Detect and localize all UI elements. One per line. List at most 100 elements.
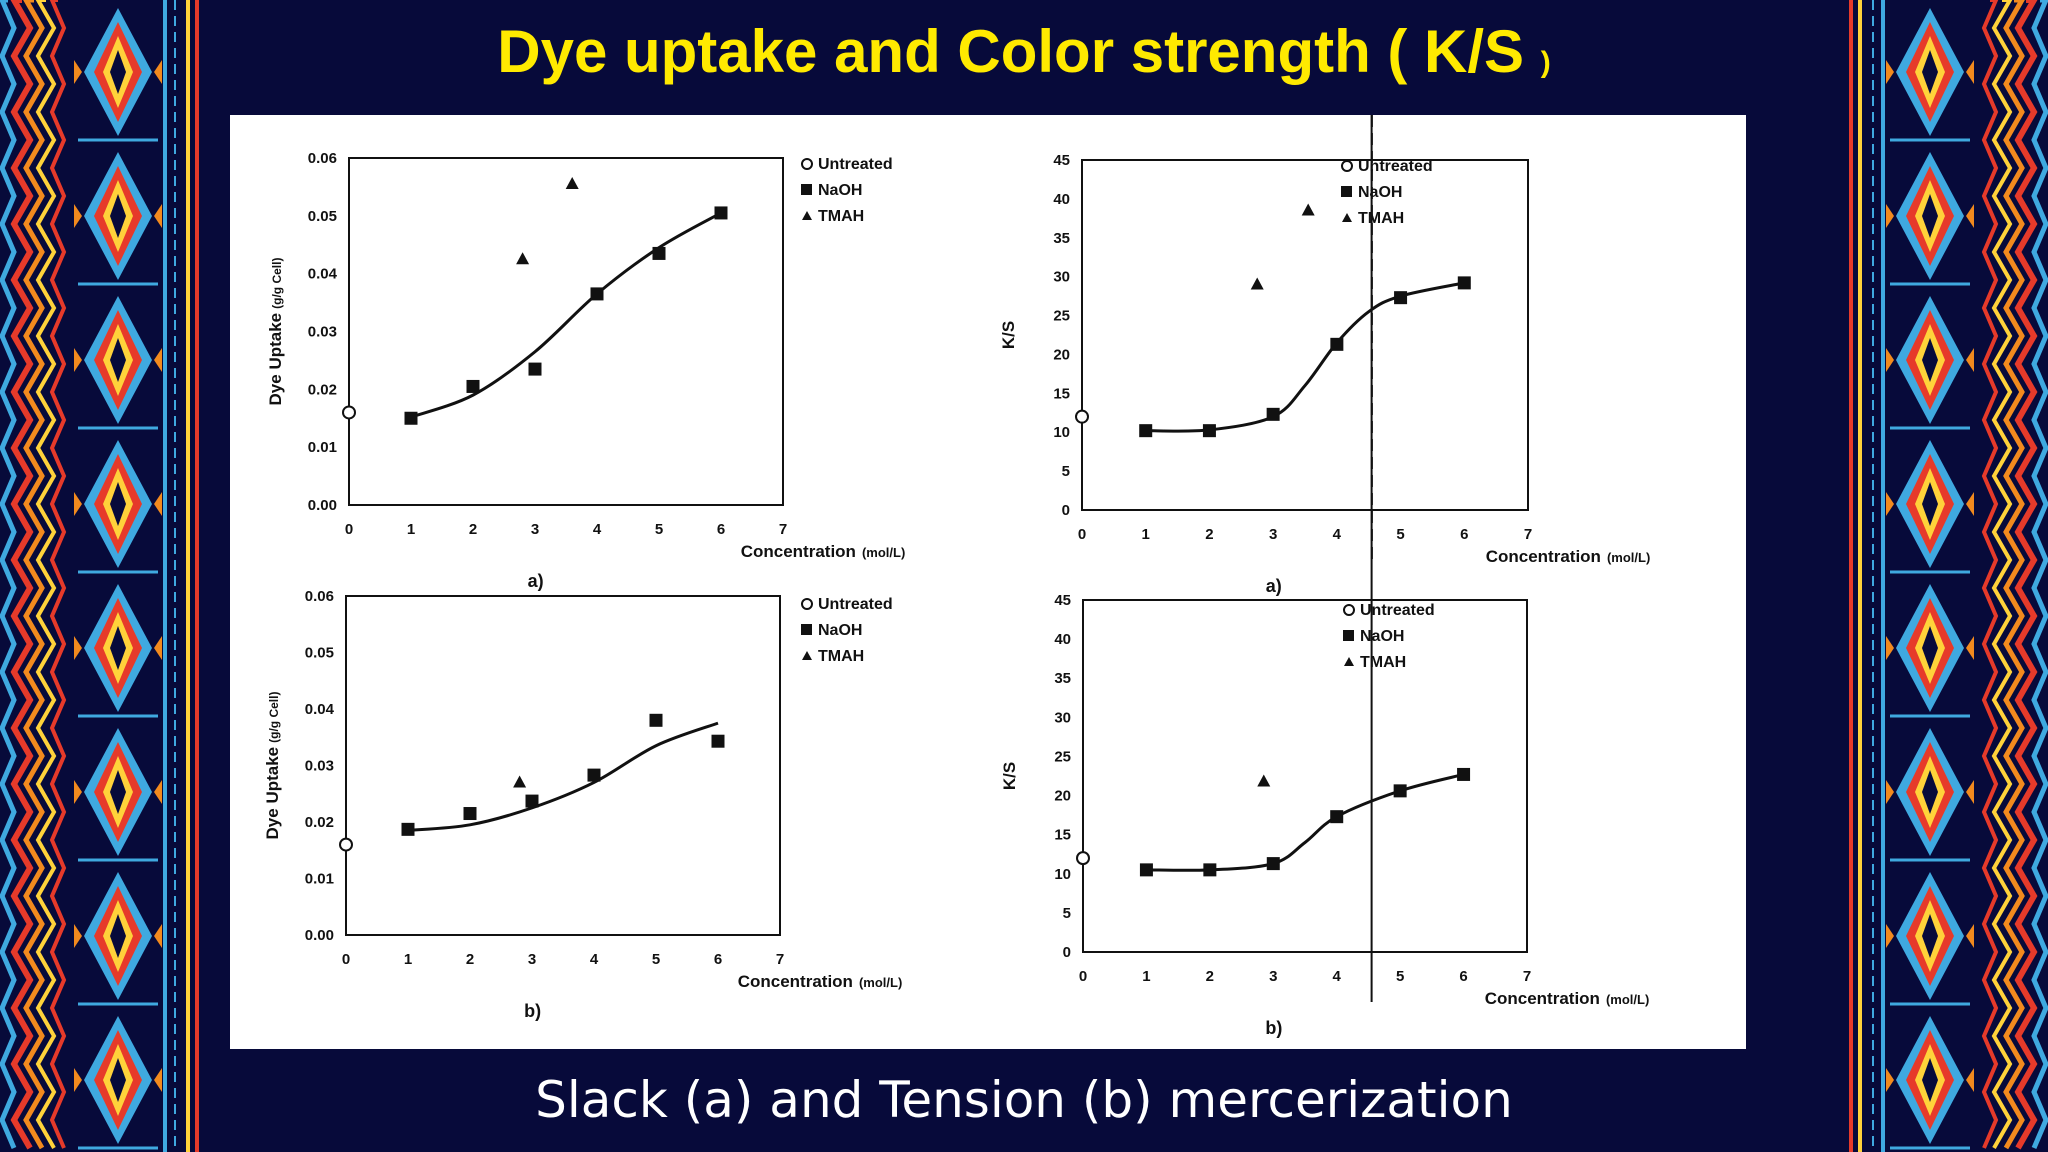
x-axis-unit: (mol/L) xyxy=(862,545,905,560)
y-tick-label: 35 xyxy=(1054,670,1071,687)
slide-title-text: Dye uptake and Color strength ( K/S xyxy=(497,18,1525,85)
fit-curve xyxy=(407,721,719,832)
y-tick-label: 0.03 xyxy=(308,324,337,341)
plot-frame xyxy=(1081,159,1529,511)
x-tick-label: 2 xyxy=(1205,526,1213,543)
legend-label-tmah: TMAH xyxy=(818,648,864,665)
legend-untreated-marker xyxy=(1343,604,1355,616)
chart-1: 0.00 0.01 0.02 0.03 0.04 0.05 0.06 0 1 2 3 4 5 6 7 Dye … xyxy=(266,150,905,591)
naoh-point xyxy=(1139,863,1153,877)
panel-label: b) xyxy=(524,1001,541,1021)
naoh-point xyxy=(1394,291,1408,305)
y-axis-label: Dye Uptake(g/g Cell) xyxy=(263,692,282,840)
y-tick-label: 30 xyxy=(1053,269,1070,286)
legend-tmah-marker xyxy=(1342,213,1352,222)
y-axis-label: Dye Uptake(g/g Cell) xyxy=(266,258,285,406)
x-tick-label: 2 xyxy=(469,521,477,538)
y-tick-label: 0.02 xyxy=(305,814,334,831)
x-tick-label: 4 xyxy=(1333,968,1342,985)
y-axis-label: K/S xyxy=(999,321,1018,349)
x-axis-label: Concentration (mol/L) xyxy=(1486,547,1651,566)
y-tick-label: 25 xyxy=(1054,748,1071,765)
y-tick-label: 10 xyxy=(1053,424,1070,441)
naoh-point xyxy=(1457,767,1471,781)
legend-naoh-marker xyxy=(1343,630,1354,641)
y-tick-label: 0.04 xyxy=(305,701,335,718)
legend: Untreated NaOH TMAH xyxy=(1341,158,1433,227)
naoh-point xyxy=(1330,337,1344,351)
x-tick-label: 1 xyxy=(404,951,412,968)
y-tick-label: 0 xyxy=(1062,502,1070,519)
x-tick-label: 2 xyxy=(466,951,474,968)
y-tick-label: 15 xyxy=(1053,385,1070,402)
naoh-point xyxy=(652,246,666,260)
y-tick-label: 20 xyxy=(1053,346,1070,363)
naoh-point xyxy=(1203,863,1217,877)
legend-untreated-marker xyxy=(1341,160,1353,172)
naoh-point xyxy=(590,287,604,301)
legend-tmah-marker xyxy=(802,651,812,660)
untreated-point xyxy=(339,837,353,852)
x-tick-label: 7 xyxy=(1524,526,1532,543)
x-tick-label: 5 xyxy=(655,521,663,538)
naoh-point xyxy=(1139,424,1153,438)
x-tick-label: 0 xyxy=(342,951,350,968)
y-axis-label-text: K/S xyxy=(999,321,1018,349)
tmah-point xyxy=(1301,203,1315,216)
legend-tmah-marker xyxy=(1344,657,1354,666)
x-tick-label: 1 xyxy=(1142,968,1150,985)
x-tick-label: 5 xyxy=(1396,968,1404,985)
y-tick-label: 30 xyxy=(1054,709,1071,726)
x-tick-label: 2 xyxy=(1206,968,1214,985)
legend: Untreated NaOH TMAH xyxy=(801,156,893,225)
x-axis-unit: (mol/L) xyxy=(1606,992,1649,1007)
naoh-point xyxy=(1202,424,1216,438)
x-tick-label: 5 xyxy=(652,951,660,968)
y-tick-label: 15 xyxy=(1054,827,1071,844)
naoh-point xyxy=(528,362,542,376)
legend-label-tmah: TMAH xyxy=(818,208,864,225)
legend: Untreated NaOH TMAH xyxy=(1343,602,1435,671)
fit-curve xyxy=(1145,281,1465,433)
naoh-point xyxy=(1266,857,1280,871)
x-axis-label: Concentration (mol/L) xyxy=(741,542,906,561)
y-tick-label: 0.00 xyxy=(305,927,334,944)
legend-label-tmah: TMAH xyxy=(1360,654,1406,671)
x-tick-label: 0 xyxy=(345,521,353,538)
legend-label-naoh: NaOH xyxy=(1360,628,1404,645)
x-tick-label: 3 xyxy=(1269,526,1277,543)
x-tick-label: 7 xyxy=(779,521,787,538)
y-tick-label: 0 xyxy=(1063,944,1071,961)
x-tick-label: 6 xyxy=(714,951,722,968)
legend-label-untreated: Untreated xyxy=(818,596,893,613)
y-tick-label: 0.05 xyxy=(308,208,337,225)
x-tick-label: 4 xyxy=(590,951,599,968)
legend-naoh-marker xyxy=(801,184,812,195)
naoh-point xyxy=(401,822,415,836)
y-tick-label: 0.02 xyxy=(308,381,337,398)
legend-label-naoh: NaOH xyxy=(818,622,862,639)
legend-naoh-marker xyxy=(801,624,812,635)
x-tick-label: 6 xyxy=(1459,968,1467,985)
y-tick-label: 25 xyxy=(1053,308,1070,325)
x-tick-label: 3 xyxy=(528,951,536,968)
naoh-point xyxy=(714,206,728,220)
decorative-border-left xyxy=(0,0,205,1152)
y-tick-label: 45 xyxy=(1054,592,1071,609)
charts-canvas: 0.000.010.020.030.040.050.060 1 2 3 4 5 6 7Dye … xyxy=(263,115,1651,1038)
y-tick-label: 5 xyxy=(1063,905,1071,922)
panel-label: a) xyxy=(1266,576,1282,596)
chart-3: 0.00 0.01 0.02 0.03 0.04 0.05 0.06 0 1 2 3 4 5 6 7 Dye … xyxy=(263,588,902,1021)
untreated-point xyxy=(1076,851,1090,866)
slide-caption: Slack (a) and Tension (b) mercerization xyxy=(535,1071,1513,1129)
x-tick-label: 3 xyxy=(531,521,539,538)
x-tick-label: 0 xyxy=(1079,968,1087,985)
panel-label: b) xyxy=(1265,1018,1282,1038)
naoh-point xyxy=(1330,810,1344,824)
y-tick-label: 0.06 xyxy=(305,588,334,605)
legend-label-naoh: NaOH xyxy=(818,182,862,199)
y-tick-label: 0.03 xyxy=(305,758,334,775)
plot-frame xyxy=(348,157,784,506)
y-tick-label: 5 xyxy=(1062,463,1070,480)
legend: Untreated NaOH TMAH xyxy=(801,596,893,665)
